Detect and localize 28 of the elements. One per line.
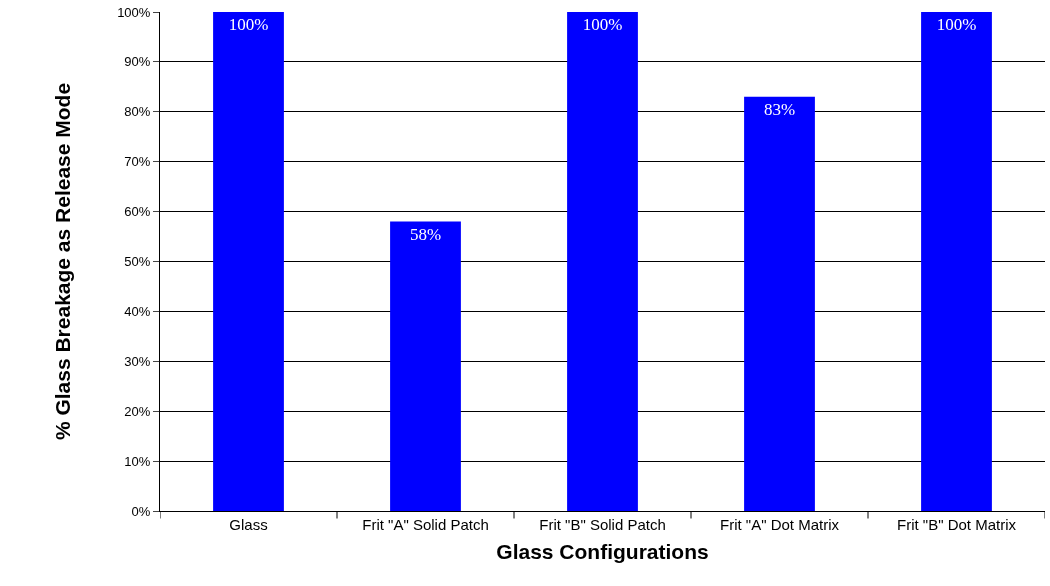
data-label: 58% [409, 224, 442, 244]
y-tick-label: 50% [124, 254, 151, 270]
y-tick-label: 80% [124, 104, 151, 120]
y-tick-label: 20% [124, 403, 151, 419]
bar [390, 221, 461, 511]
y-tick-label: 10% [124, 453, 151, 469]
y-tick-label: 40% [124, 303, 151, 319]
x-tick-label: Frit "B" Solid Patch [539, 516, 666, 533]
x-axis-title: Glass Configurations [496, 540, 709, 564]
x-tick-label: Frit "B" Dot Matrix [897, 516, 1017, 533]
x-tick-label: Frit "A" Solid Patch [362, 516, 489, 533]
y-tick-label: 70% [124, 154, 151, 170]
bar [567, 12, 638, 511]
data-label: 83% [763, 99, 796, 119]
bar [213, 12, 284, 511]
x-tick-label: Frit "A" Dot Matrix [720, 516, 840, 533]
y-tick-label: 90% [124, 54, 151, 70]
data-label: 100% [936, 15, 977, 34]
bar [744, 96, 815, 511]
y-axis-title: % Glass Breakage as Release Mode [51, 82, 75, 441]
x-tick-label: Glass [229, 516, 268, 533]
y-tick-label: 30% [124, 353, 151, 369]
data-label: 100% [582, 15, 623, 34]
y-tick-label: 60% [124, 204, 151, 220]
y-tick-label: 0% [131, 503, 151, 519]
data-label: 100% [228, 15, 269, 34]
y-tick-label: 100% [117, 4, 151, 20]
bar [921, 12, 992, 511]
